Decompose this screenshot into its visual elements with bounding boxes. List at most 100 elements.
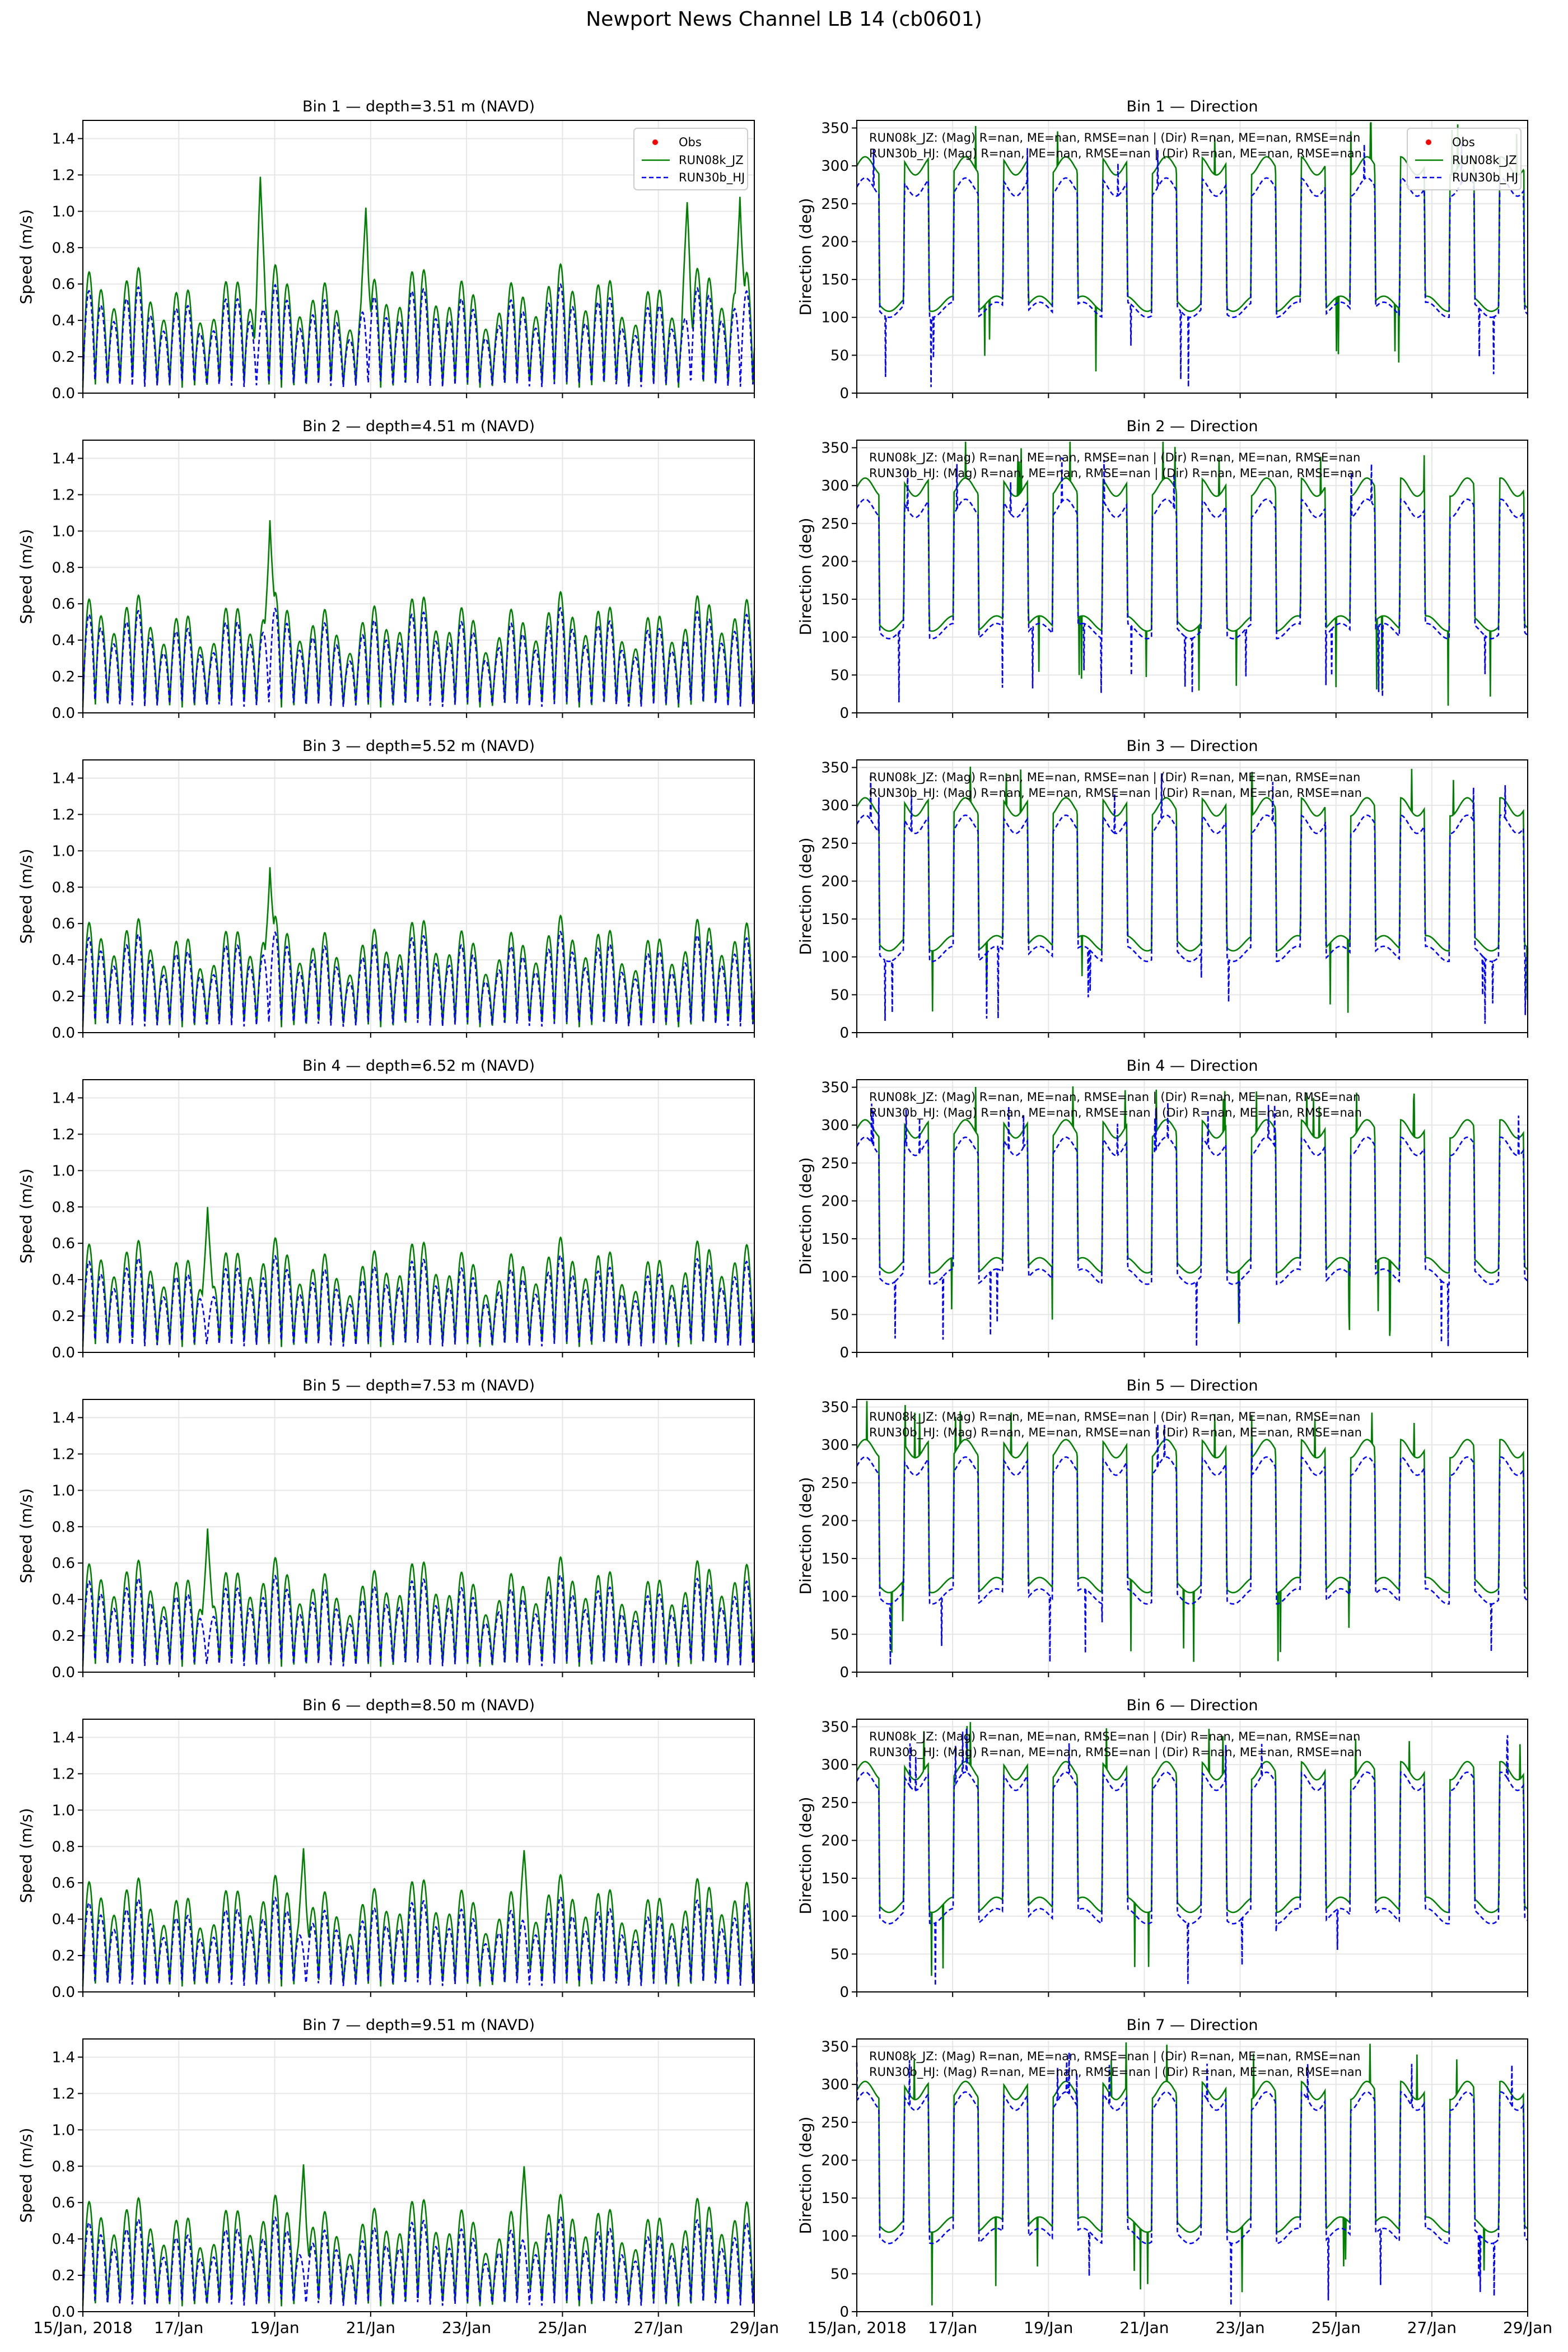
y-tick-label: 0.6 <box>52 2195 75 2211</box>
panel-direction-bin-3: Bin 3 — Direction 0 50 100 150 200 250 300 350 Di… <box>796 738 1529 1042</box>
x-tick-label: 19/Jan <box>1024 2318 1073 2337</box>
y-tick-label: 350 <box>821 120 849 137</box>
stats-line-run30b-hj: RUN30b_HJ: (Mag) R=nan, ME=nan, RMSE=nan… <box>869 147 1362 161</box>
y-tick-label: 50 <box>830 987 849 1004</box>
y-tick-label: 50 <box>830 1306 849 1323</box>
stats-line-run08k-jz: RUN08k_JZ: (Mag) R=nan, ME=nan, RMSE=nan… <box>869 451 1360 465</box>
series-line-run08k-jz <box>856 441 1528 706</box>
y-tick-label: 0 <box>839 705 849 722</box>
y-tick-label: 0 <box>839 1025 849 1042</box>
legend: Obs RUN08k_JZ RUN30b_HJ <box>633 128 748 190</box>
y-tick-label: 0.6 <box>52 276 75 293</box>
figure-title: Newport News Channel LB 14 (cb0601) <box>586 8 982 31</box>
y-tick-label: 250 <box>821 2115 849 2131</box>
y-tick-label: 100 <box>821 1908 849 1925</box>
y-tick-label: 1.4 <box>52 2049 75 2066</box>
axes-frame <box>856 1399 1528 1673</box>
y-tick-label: 350 <box>821 1080 849 1096</box>
y-axis-label: Direction (deg) <box>796 517 815 635</box>
y-tick-label: 0.4 <box>52 1272 75 1289</box>
panel-speed-bin-5: Bin 5 — depth=7.53 m (NAVD) 0.0 0.2 0.4 0.6 0… <box>17 1377 755 1681</box>
y-tick-label: 0.0 <box>52 1664 75 1681</box>
y-tick-label: 0.4 <box>52 1911 75 1928</box>
y-axis-label: Direction (deg) <box>796 198 815 315</box>
stats-line-run30b-hj: RUN30b_HJ: (Mag) R=nan, ME=nan, RMSE=nan… <box>869 786 1362 800</box>
legend-label-run30b-hj: RUN30b_HJ <box>1452 171 1518 185</box>
x-tick-label: 27/Jan <box>1407 2318 1457 2337</box>
y-tick-label: 250 <box>821 196 849 213</box>
axes-frame <box>82 759 755 1033</box>
legend-label-run30b-hj: RUN30b_HJ <box>679 171 745 185</box>
panel-direction-bin-2: Bin 2 — Direction 0 50 100 150 200 250 300 350 Di… <box>796 418 1528 722</box>
y-tick-label: 50 <box>830 347 849 364</box>
x-tick-label: 19/Jan <box>250 2318 299 2337</box>
y-tick-label: 200 <box>821 873 849 890</box>
axes-frame <box>856 2038 1528 2312</box>
y-tick-label: 1.2 <box>52 2085 75 2102</box>
stats-line-run30b-hj: RUN30b_HJ: (Mag) R=nan, ME=nan, RMSE=nan… <box>869 2065 1362 2079</box>
y-tick-label: 0.8 <box>52 1199 75 1216</box>
panel-speed-bin-1: Bin 1 — depth=3.51 m (NAVD) 0.0 0.2 0.4 0.6 0… <box>17 98 755 402</box>
y-tick-label: 0.8 <box>52 559 75 576</box>
y-axis-label: Direction (deg) <box>796 2116 815 2234</box>
y-tick-label: 0 <box>839 1345 849 1361</box>
panel-speed-bin-7: Bin 7 — depth=9.51 m (NAVD) 0.0 0.2 0.4 0.6 0… <box>17 2017 779 2337</box>
y-axis-label: Speed (m/s) <box>17 849 35 944</box>
y-tick-label: 0.4 <box>52 632 75 649</box>
y-tick-label: 150 <box>821 1870 849 1887</box>
y-axis-label: Speed (m/s) <box>17 529 35 624</box>
series-line-run08k-jz <box>856 1401 1528 1662</box>
panel-direction-bin-4: Bin 4 — Direction 0 50 100 150 200 250 300 350 Di… <box>796 1057 1528 1361</box>
panel-title: Bin 7 — Direction <box>1126 2017 1258 2034</box>
y-axis-label: Direction (deg) <box>796 1796 815 1914</box>
y-tick-label: 0.2 <box>52 2267 75 2284</box>
y-tick-label: 0.8 <box>52 2158 75 2175</box>
series-line-run08k-jz <box>856 1086 1528 1336</box>
y-tick-label: 1.2 <box>52 1446 75 1463</box>
y-tick-label: 300 <box>821 158 849 175</box>
y-tick-label: 100 <box>821 310 849 326</box>
y-tick-label: 1.0 <box>52 203 75 220</box>
y-tick-label: 0.4 <box>52 312 75 329</box>
y-tick-label: 1.4 <box>52 1090 75 1107</box>
axes-frame <box>82 2038 755 2312</box>
y-tick-label: 350 <box>821 2039 849 2056</box>
y-tick-label: 150 <box>821 1551 849 1567</box>
y-tick-label: 0.4 <box>52 952 75 969</box>
panel-title: Bin 2 — Direction <box>1126 418 1258 435</box>
y-tick-label: 1.0 <box>52 2122 75 2139</box>
x-tick-label: 25/Jan <box>538 2318 587 2337</box>
x-tick-label: 27/Jan <box>634 2318 683 2337</box>
y-axis-label: Direction (deg) <box>796 837 815 955</box>
series-line-run30b-hj <box>856 1424 1528 1665</box>
y-tick-label: 150 <box>821 2190 849 2207</box>
panel-speed-bin-4: Bin 4 — depth=6.52 m (NAVD) 0.0 0.2 0.4 0.6 0… <box>17 1057 755 1361</box>
axes-frame <box>82 120 755 394</box>
y-tick-label: 50 <box>830 2266 849 2283</box>
y-tick-label: 250 <box>821 836 849 852</box>
panel-title: Bin 1 — Direction <box>1126 98 1258 115</box>
stats-line-run08k-jz: RUN08k_JZ: (Mag) R=nan, ME=nan, RMSE=nan… <box>869 771 1360 785</box>
series-line-run30b-hj <box>856 773 1528 1024</box>
y-tick-label: 0.0 <box>52 1984 75 2001</box>
y-tick-label: 0.8 <box>52 1838 75 1855</box>
y-tick-label: 200 <box>821 1513 849 1529</box>
panel-title: Bin 6 — Direction <box>1126 1697 1258 1714</box>
x-tick-label: 17/Jan <box>154 2318 203 2337</box>
y-tick-label: 1.2 <box>52 487 75 503</box>
y-tick-label: 100 <box>821 1269 849 1286</box>
axes-frame <box>856 759 1528 1033</box>
x-tick-label: 29/Jan <box>1503 2318 1552 2337</box>
axes-frame <box>82 1719 755 1992</box>
y-tick-label: 100 <box>821 629 849 646</box>
legend: Obs RUN08k_JZ RUN30b_HJ <box>1407 128 1522 190</box>
stats-line-run08k-jz: RUN08k_JZ: (Mag) R=nan, ME=nan, RMSE=nan… <box>869 1090 1360 1104</box>
stats-line-run30b-hj: RUN30b_HJ: (Mag) R=nan, ME=nan, RMSE=nan… <box>869 1426 1362 1440</box>
panel-title: Bin 6 — depth=8.50 m (NAVD) <box>302 1697 535 1714</box>
y-tick-label: 0.0 <box>52 1025 75 1042</box>
y-tick-label: 0.2 <box>52 1308 75 1325</box>
x-tick-label: 29/Jan <box>730 2318 779 2337</box>
y-tick-label: 300 <box>821 2076 849 2093</box>
